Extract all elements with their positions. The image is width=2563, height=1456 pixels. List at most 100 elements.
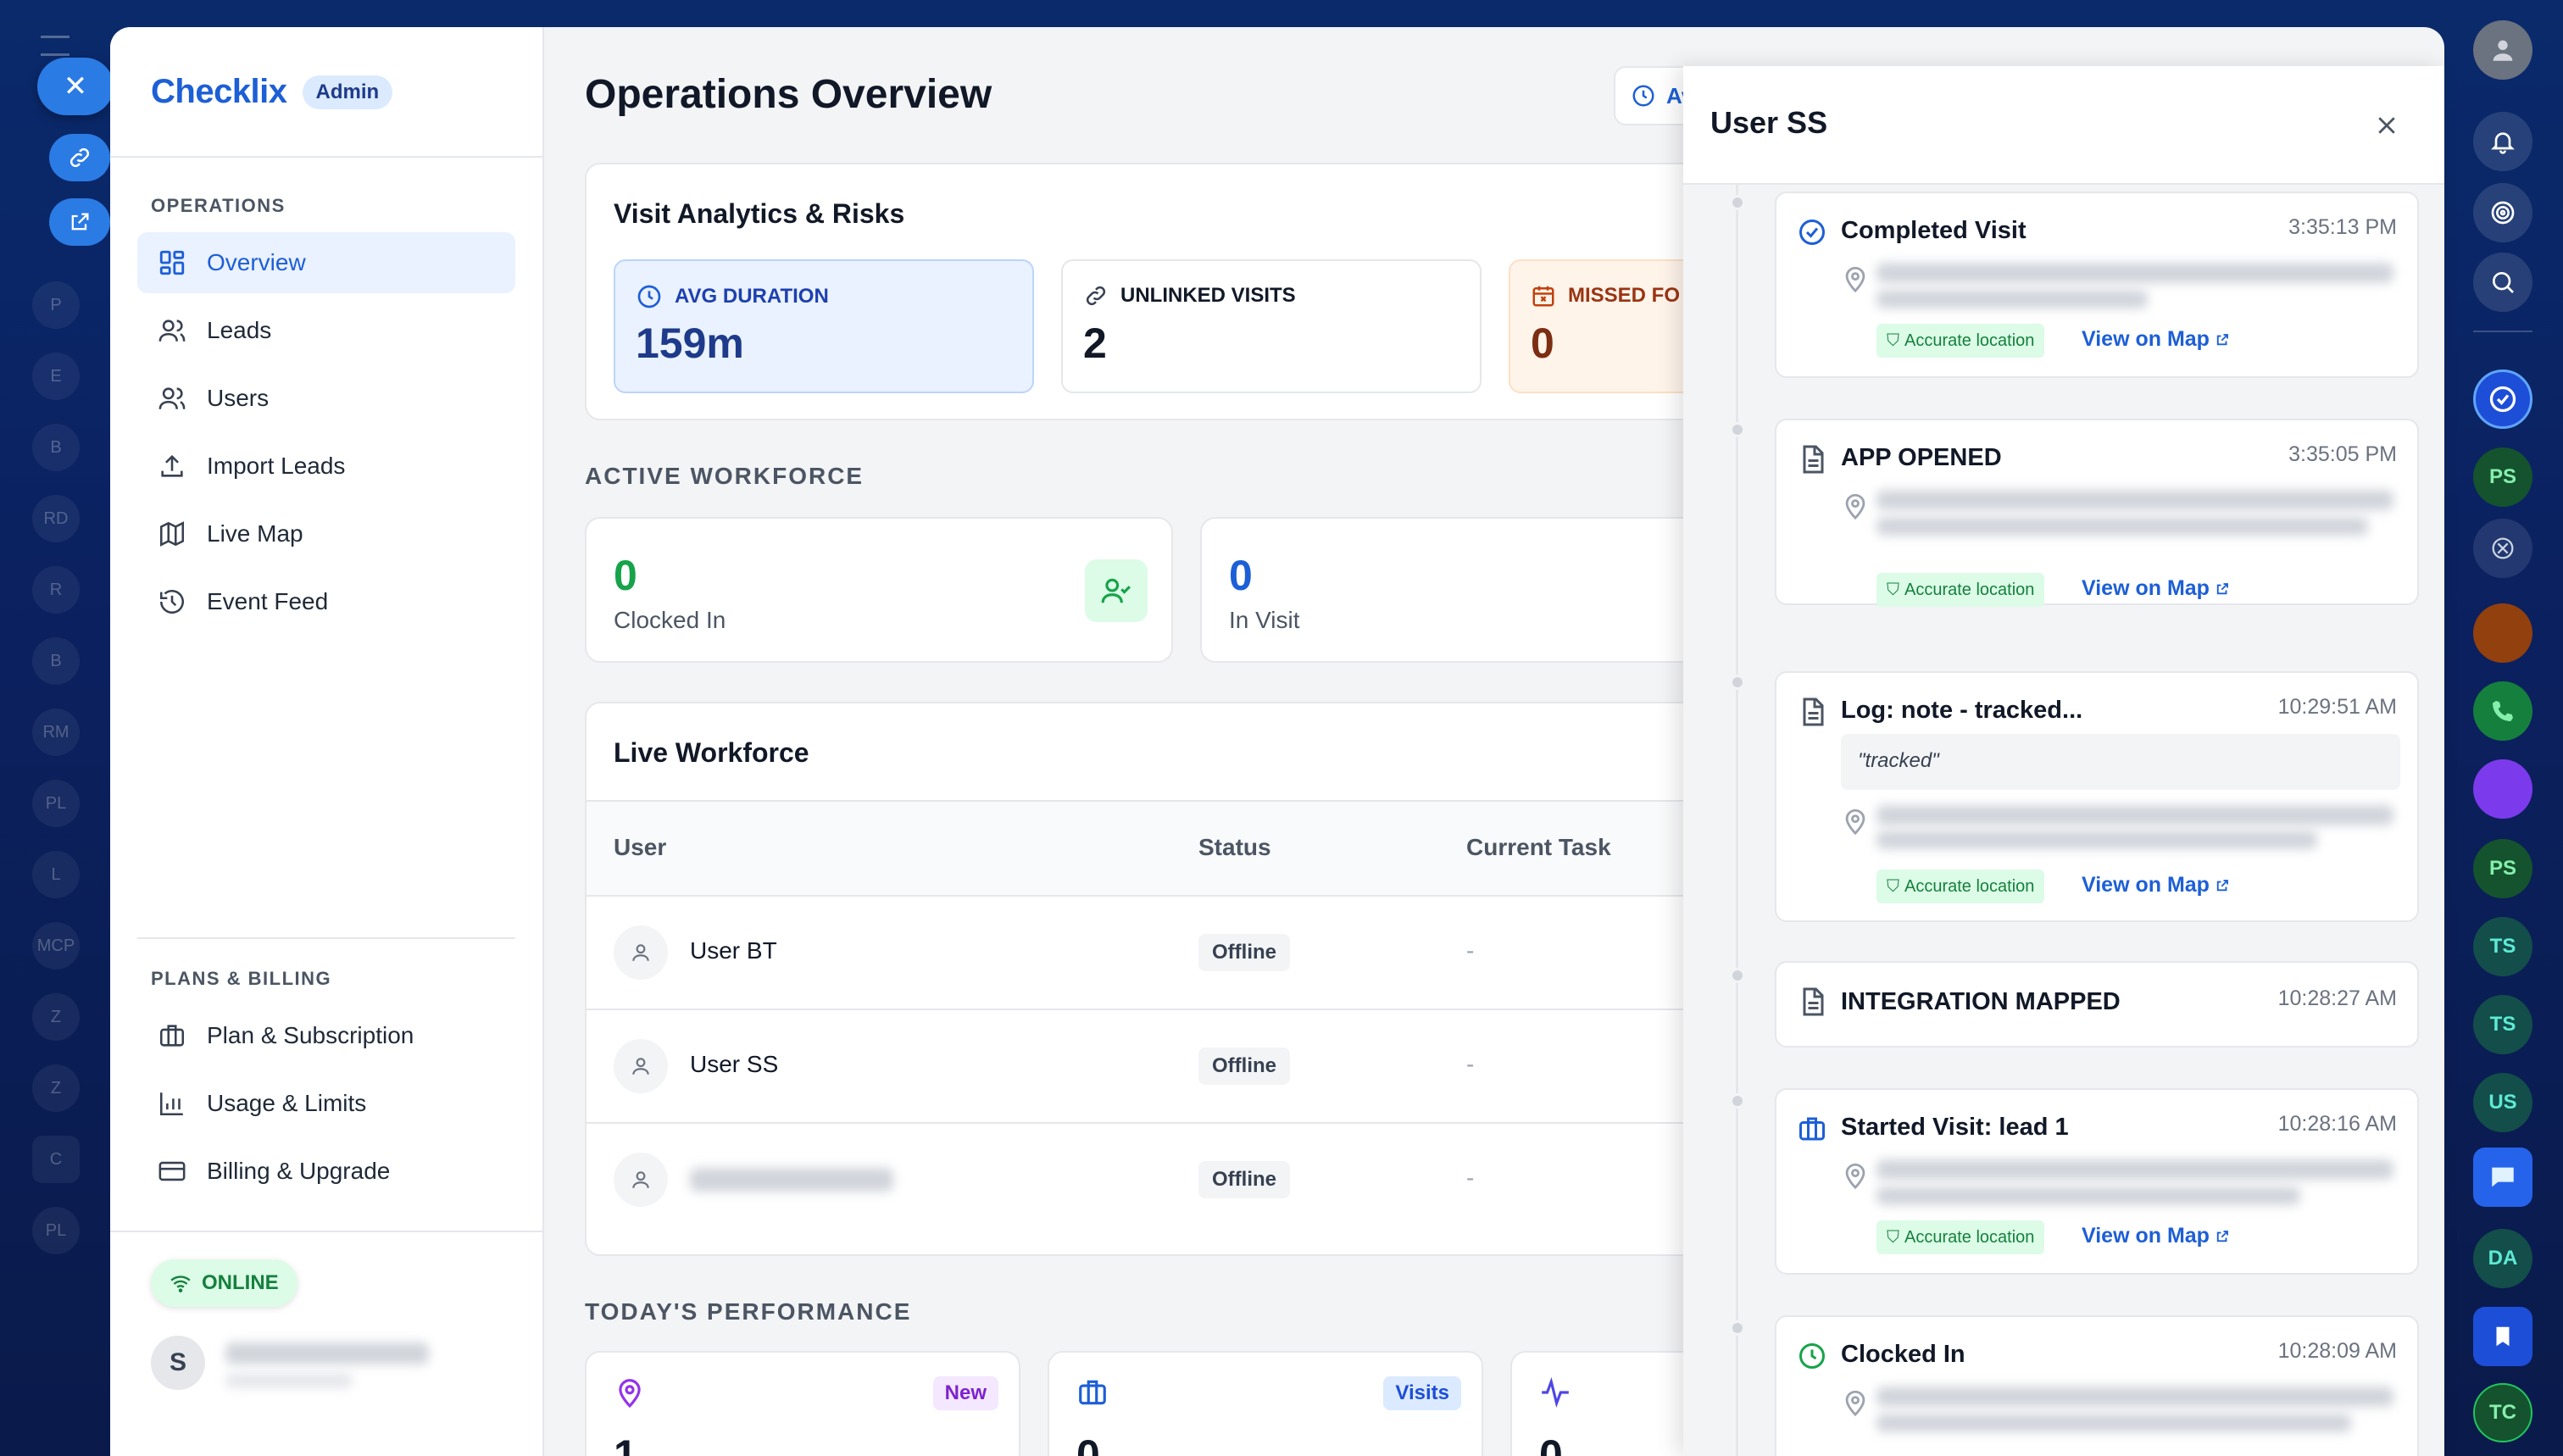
accurate-location-badge: ⛉ Accurate location bbox=[1876, 573, 2045, 607]
redacted-address bbox=[1876, 831, 2317, 849]
rail-item[interactable]: B bbox=[32, 424, 80, 471]
checklix-app-icon[interactable] bbox=[2473, 370, 2532, 429]
view-on-map-link[interactable]: View on Map bbox=[2082, 327, 2230, 352]
performance-card-new[interactable]: New 1 bbox=[585, 1351, 1020, 1456]
redacted-address bbox=[1876, 1159, 2393, 1180]
role-badge: Admin bbox=[302, 75, 393, 109]
rail-item[interactable]: B bbox=[32, 637, 80, 685]
rail-item[interactable]: P bbox=[32, 281, 80, 329]
chat-avatar[interactable]: DA bbox=[2473, 1229, 2532, 1288]
view-on-map-label: View on Map bbox=[2082, 327, 2210, 351]
timeline-dot bbox=[1730, 675, 1745, 690]
contact-avatar[interactable] bbox=[2473, 759, 2532, 819]
timeline-event[interactable]: Clocked In 10:28:09 AM bbox=[1775, 1315, 2419, 1456]
view-on-map-link[interactable]: View on Map bbox=[2082, 1224, 2230, 1248]
search-chat-button[interactable] bbox=[2473, 253, 2532, 312]
stat-unlinked-visits[interactable]: UNLINKED VISITS 2 bbox=[1061, 259, 1482, 393]
redacted-address bbox=[1876, 290, 2148, 308]
sidebar-item-live-map[interactable]: Live Map bbox=[137, 503, 515, 564]
messages-icon[interactable] bbox=[2473, 1148, 2532, 1207]
contact-avatar[interactable] bbox=[2473, 603, 2532, 663]
timeline-event[interactable]: Log: note - tracked... 10:29:51 AM "trac… bbox=[1775, 671, 2419, 922]
rail-item[interactable]: PL bbox=[32, 1207, 80, 1254]
open-external-button[interactable] bbox=[49, 198, 110, 246]
chat-avatar[interactable]: PS bbox=[2473, 447, 2532, 507]
rail-item[interactable]: Z bbox=[32, 1064, 80, 1112]
briefcase-icon bbox=[1799, 1117, 1825, 1141]
event-time: 3:35:05 PM bbox=[2288, 442, 2397, 466]
stat-label: AVG DURATION bbox=[636, 283, 829, 310]
sidebar-item-plan-subscription[interactable]: Plan & Subscription bbox=[137, 1005, 515, 1066]
map-pin-icon bbox=[1845, 266, 1865, 293]
stat-label-text: AVG DURATION bbox=[675, 285, 829, 308]
sidebar-item-usage-limits[interactable]: Usage & Limits bbox=[137, 1073, 515, 1134]
file-icon bbox=[1803, 697, 1824, 726]
accurate-label: Accurate location bbox=[1904, 580, 2035, 599]
status-badge: Offline bbox=[1198, 934, 1290, 971]
target-button[interactable] bbox=[2473, 183, 2532, 242]
panel-header: User SS bbox=[1683, 66, 2444, 185]
chat-avatar[interactable]: US bbox=[2473, 1073, 2532, 1132]
timeline-event[interactable]: INTEGRATION MAPPED 10:28:27 AM bbox=[1775, 961, 2419, 1048]
timeline-event[interactable]: Completed Visit 3:35:13 PM ⛉ Accurate loc… bbox=[1775, 192, 2419, 378]
table-row[interactable]: Offline - bbox=[587, 1122, 1722, 1236]
timeline-event[interactable]: APP OPENED 3:35:05 PM ⛉ Accurate location… bbox=[1775, 419, 2419, 607]
sidebar-item-billing-upgrade[interactable]: Billing & Upgrade bbox=[137, 1141, 515, 1202]
rail-item[interactable]: L bbox=[32, 851, 80, 898]
timeline-event[interactable]: Started Visit: lead 1 10:28:16 AM ⛉ Accur… bbox=[1775, 1088, 2419, 1275]
openai-icon[interactable] bbox=[2473, 519, 2532, 578]
sidebar-item-event-feed[interactable]: Event Feed bbox=[137, 571, 515, 632]
bookmark-icon[interactable] bbox=[2473, 1307, 2532, 1366]
rail-item[interactable]: RM bbox=[32, 709, 80, 756]
rail-item[interactable]: C bbox=[32, 1136, 80, 1183]
view-on-map-link[interactable]: View on Map bbox=[2082, 873, 2230, 897]
accurate-location-badge: ⛉ Accurate location bbox=[1876, 1220, 2045, 1254]
chat-avatar[interactable]: TS bbox=[2473, 995, 2532, 1054]
performance-card-visits[interactable]: Visits 0 bbox=[1048, 1351, 1483, 1456]
sidebar-item-import-leads[interactable]: Import Leads bbox=[137, 436, 515, 497]
close-overlay-button[interactable]: ✕ bbox=[37, 58, 114, 115]
link-icon bbox=[1086, 286, 1106, 306]
rail-item[interactable]: E bbox=[32, 353, 80, 400]
chat-avatar[interactable]: PS bbox=[2473, 839, 2532, 898]
timeline-dot bbox=[1730, 968, 1745, 983]
clock-icon bbox=[1799, 1343, 1825, 1369]
rail-item[interactable]: MCP bbox=[32, 922, 80, 970]
rail-item[interactable]: PL bbox=[32, 780, 80, 827]
clocked-in-label: Clocked In bbox=[614, 607, 726, 633]
divider bbox=[137, 937, 515, 939]
performance-heading: TODAY'S PERFORMANCE bbox=[585, 1298, 912, 1325]
profile-avatar[interactable] bbox=[2473, 20, 2532, 80]
brand[interactable]: Checklix Admin bbox=[151, 73, 393, 111]
grid-icon bbox=[159, 250, 185, 275]
rail-item[interactable]: RD bbox=[32, 495, 80, 542]
phone-icon[interactable] bbox=[2473, 681, 2532, 741]
user-icon bbox=[614, 1153, 668, 1207]
hamburger-icon[interactable] bbox=[41, 36, 69, 56]
main-content: Operations Overview Av Visit Analytics &… bbox=[544, 27, 2444, 1456]
notifications-button[interactable] bbox=[2473, 112, 2532, 171]
table-row[interactable]: User SS Offline - bbox=[587, 1009, 1722, 1122]
sidebar-item-leads[interactable]: Leads bbox=[137, 300, 515, 361]
live-workforce-card: Live Workforce User Status Current Task … bbox=[585, 702, 1805, 1256]
stat-label: UNLINKED VISITS bbox=[1083, 283, 1296, 308]
redacted-user-email bbox=[225, 1373, 353, 1388]
table-row[interactable]: User BT Offline - bbox=[587, 895, 1722, 1009]
stat-avg-duration[interactable]: AVG DURATION 159m bbox=[614, 259, 1034, 393]
user-activity-panel: User SS Completed Visit 3:35:13 PM ⛉ Accu… bbox=[1683, 66, 2444, 1456]
copy-link-button[interactable] bbox=[49, 134, 110, 181]
rail-item[interactable]: R bbox=[32, 566, 80, 614]
chat-avatar[interactable]: TS bbox=[2473, 917, 2532, 976]
user-name: User SS bbox=[690, 1051, 779, 1077]
sidebar-item-overview[interactable]: Overview bbox=[137, 232, 515, 293]
sidebar-item-users[interactable]: Users bbox=[137, 368, 515, 429]
avatar[interactable]: S bbox=[151, 1336, 205, 1390]
view-on-map-link[interactable]: View on Map bbox=[2082, 576, 2230, 601]
clocked-in-card[interactable]: 0 Clocked In bbox=[585, 517, 1173, 663]
stat-label-text: UNLINKED VISITS bbox=[1120, 284, 1296, 307]
rail-item[interactable]: Z bbox=[32, 993, 80, 1041]
close-panel-button[interactable] bbox=[2361, 100, 2412, 151]
online-status-badge[interactable]: ONLINE bbox=[151, 1259, 297, 1307]
accurate-label: Accurate location bbox=[1904, 876, 2035, 896]
chat-avatar[interactable]: TC bbox=[2473, 1383, 2532, 1442]
